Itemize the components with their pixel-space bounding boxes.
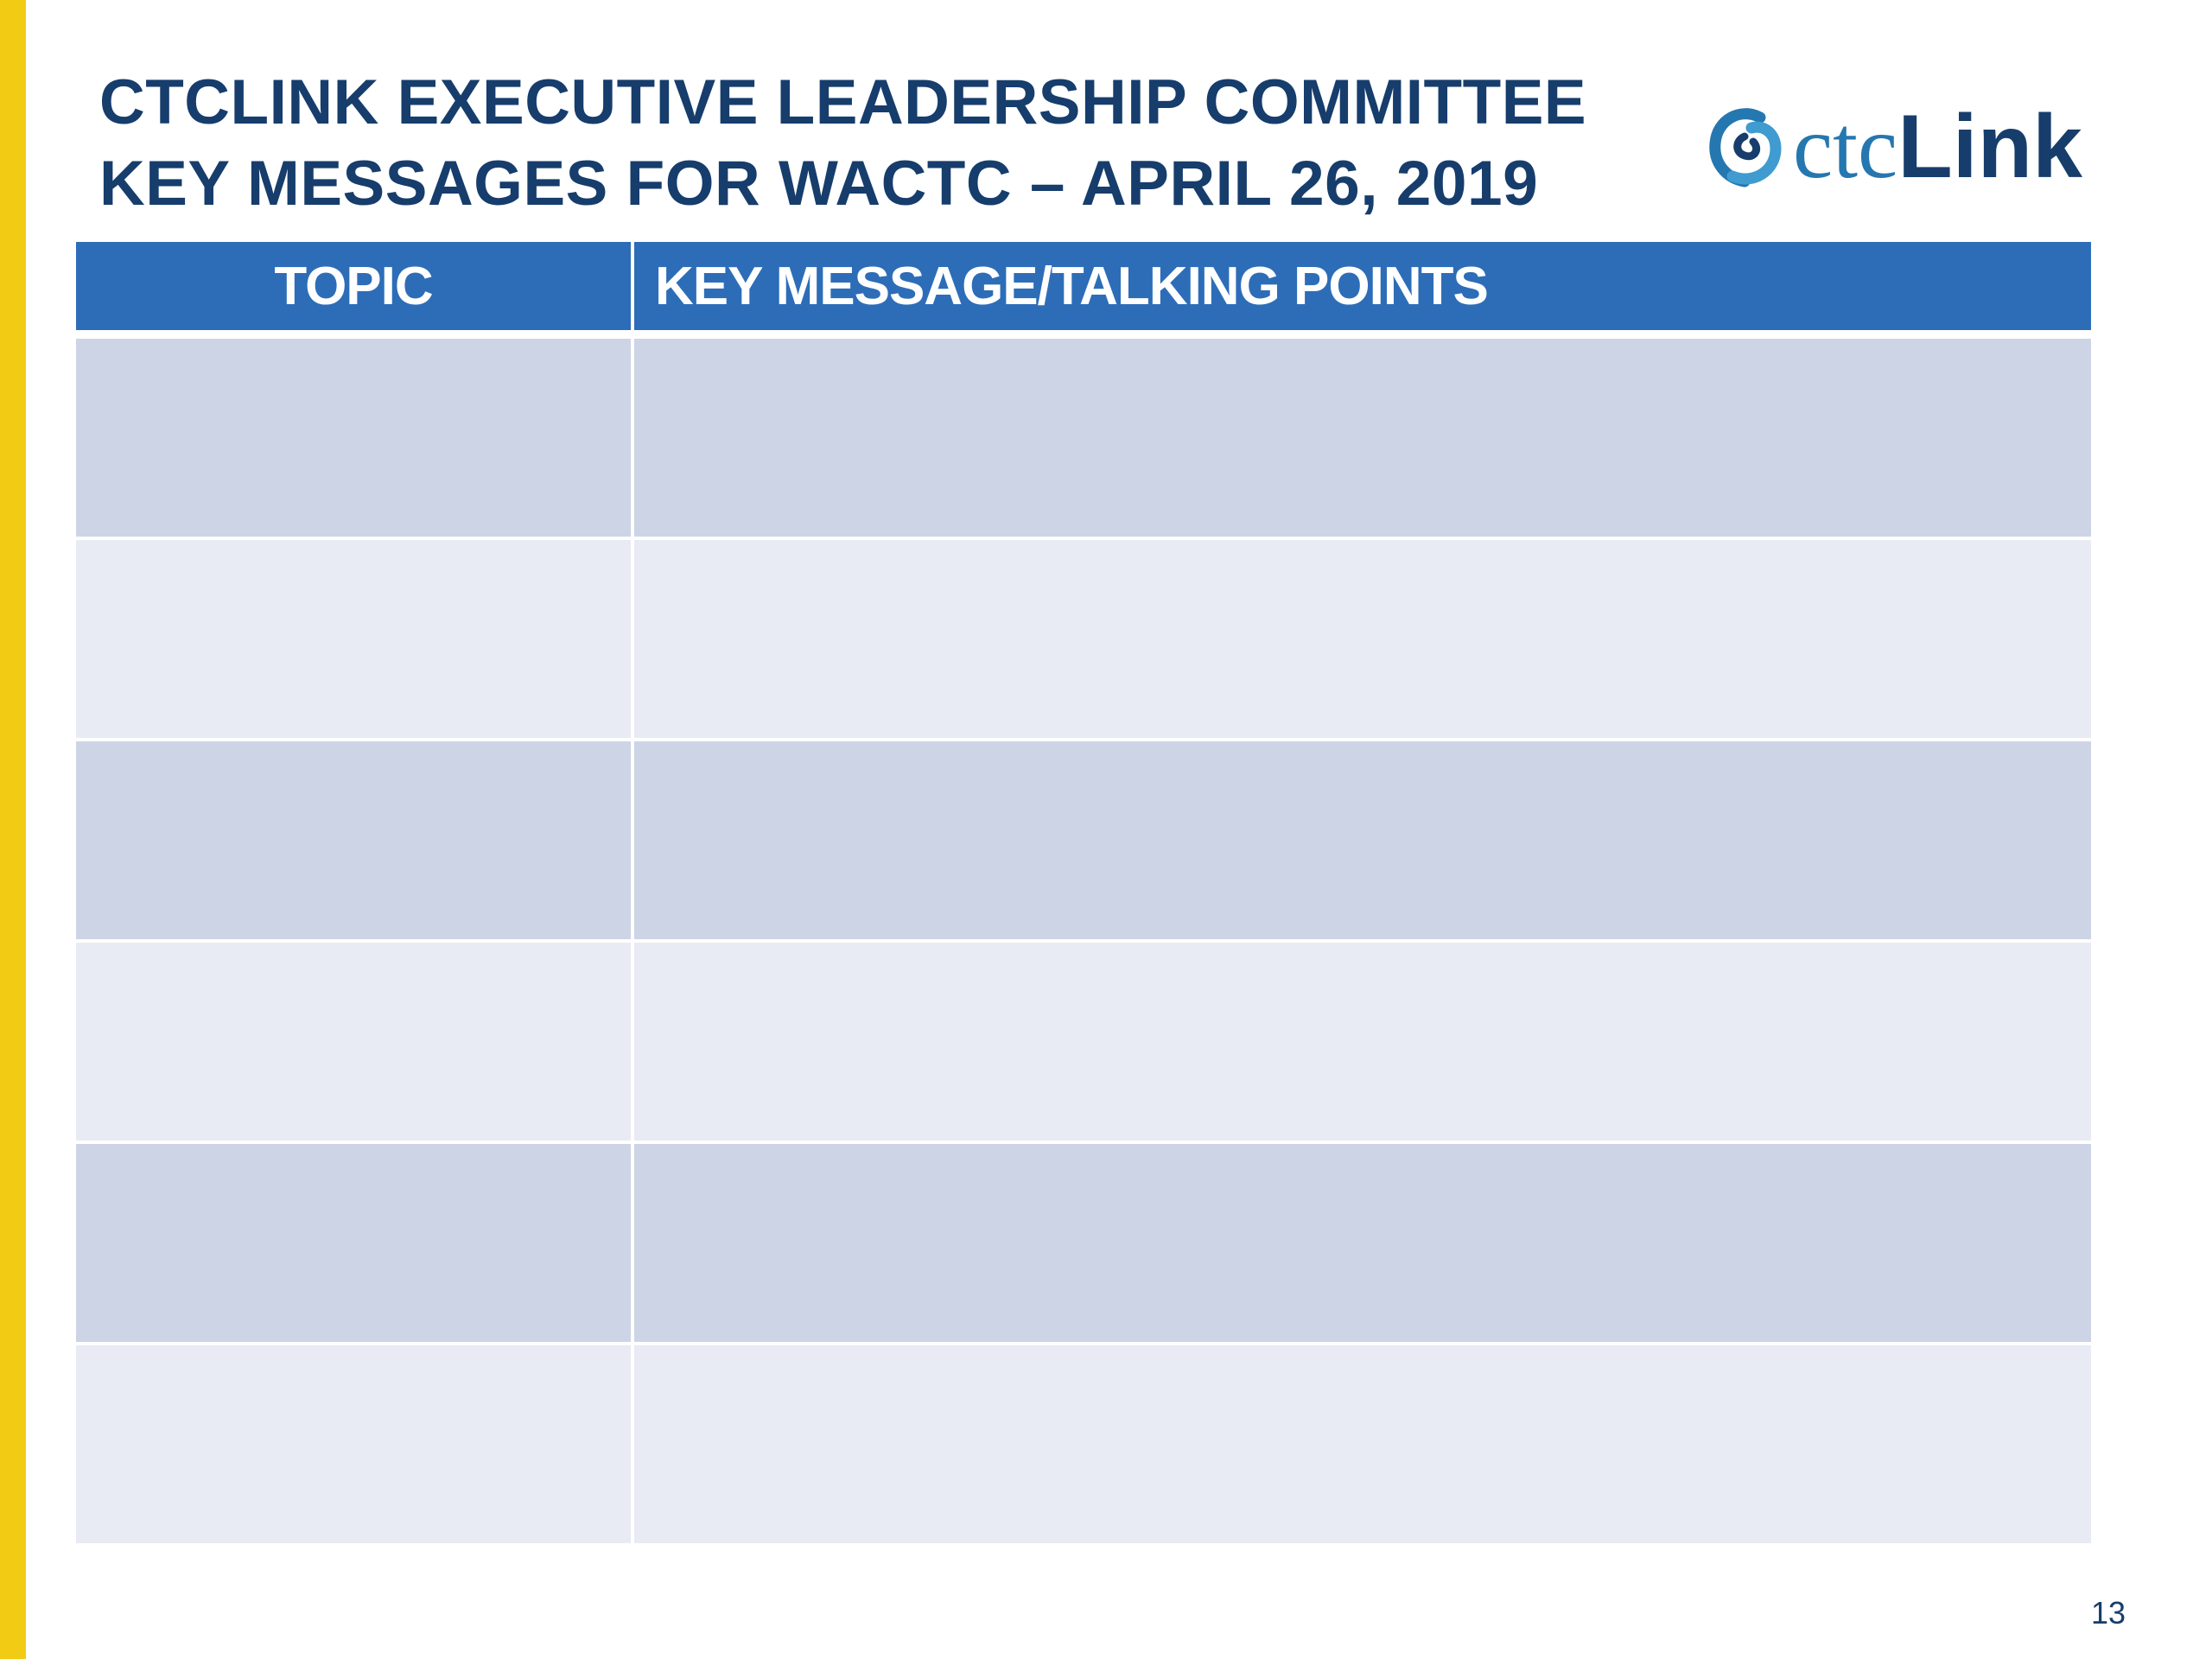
title-line-2: KEY MESSAGES FOR WACTC – APRIL 26, 2019 bbox=[99, 149, 1539, 219]
ctclink-swirl-icon bbox=[1709, 108, 1782, 188]
key-message-cell[interactable] bbox=[632, 941, 2091, 1144]
topic-cell[interactable] bbox=[76, 740, 634, 943]
topic-cell[interactable] bbox=[76, 1344, 634, 1547]
slide-title: CTCLINK EXECUTIVE LEADERSHIP COMMITTEE K… bbox=[99, 62, 1655, 225]
key-message-cell[interactable] bbox=[632, 1142, 2091, 1345]
key-message-cell[interactable] bbox=[632, 740, 2091, 943]
topic-cell[interactable] bbox=[76, 941, 634, 1144]
column-header-key-message: KEY MESSAGE/TALKING POINTS bbox=[632, 242, 2091, 339]
key-message-cell[interactable] bbox=[632, 1344, 2091, 1547]
table-row bbox=[76, 1344, 2091, 1547]
logo-wordmark: ctcLink bbox=[1793, 95, 2082, 200]
topic-cell[interactable] bbox=[76, 538, 634, 741]
table-header-row: TOPIC KEY MESSAGE/TALKING POINTS bbox=[76, 242, 2091, 339]
table-row bbox=[76, 334, 2091, 540]
key-message-cell[interactable] bbox=[632, 334, 2091, 540]
logo-text-link: Link bbox=[1897, 96, 2083, 197]
title-line-1: CTCLINK EXECUTIVE LEADERSHIP COMMITTEE bbox=[99, 67, 1587, 137]
logo-text-ctc: ctc bbox=[1793, 97, 1898, 197]
table-row bbox=[76, 538, 2091, 741]
topic-cell[interactable] bbox=[76, 1142, 634, 1345]
page-number: 13 bbox=[2090, 1595, 2126, 1630]
key-messages-table: TOPIC KEY MESSAGE/TALKING POINTS bbox=[76, 242, 2091, 1547]
table-row bbox=[76, 1142, 2091, 1345]
ctclink-logo: ctcLink bbox=[1707, 95, 2082, 199]
topic-cell[interactable] bbox=[76, 334, 634, 540]
table-row bbox=[76, 941, 2091, 1144]
table-row bbox=[76, 740, 2091, 943]
key-message-cell[interactable] bbox=[632, 538, 2091, 741]
column-header-topic: TOPIC bbox=[76, 242, 634, 339]
accent-bar bbox=[0, 0, 26, 1659]
